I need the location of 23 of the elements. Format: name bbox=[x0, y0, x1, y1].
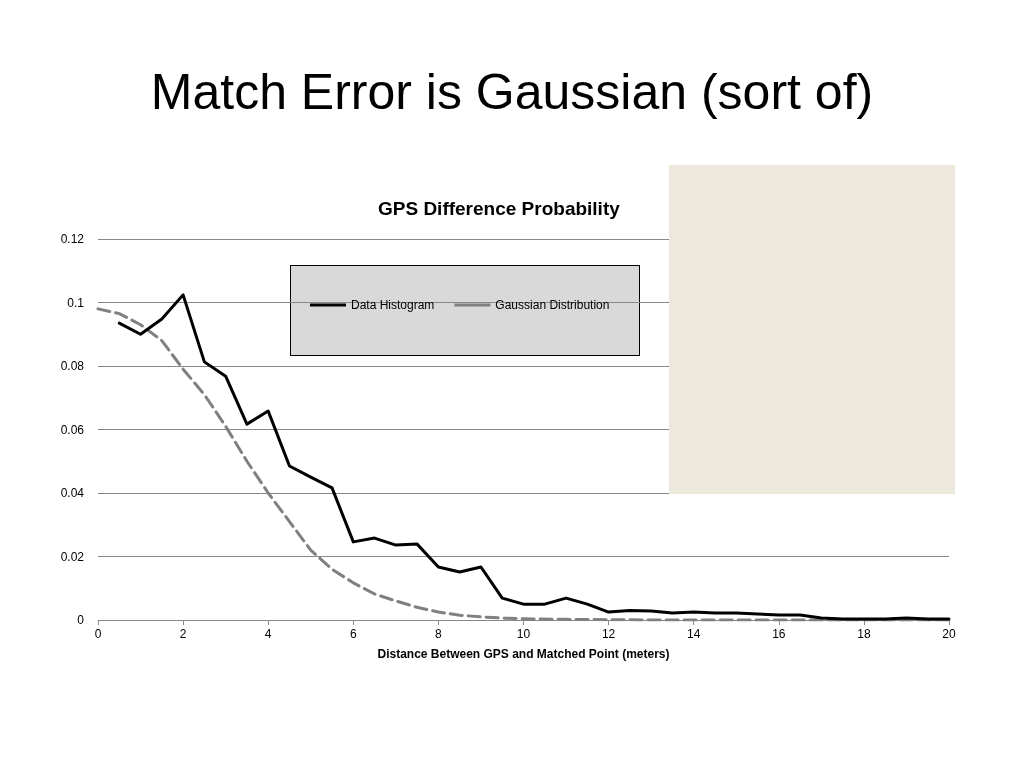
x-tick-label: 8 bbox=[435, 627, 443, 641]
x-tick-label: 12 bbox=[601, 627, 616, 641]
y-tick-label: 0.06 bbox=[60, 422, 85, 437]
x-tick-label: 4 bbox=[264, 627, 272, 641]
y-tick-label: 0.04 bbox=[60, 486, 85, 500]
x-tick-label: 18 bbox=[857, 627, 871, 641]
x-axis-title: Distance Between GPS and Matched Point (meters) bbox=[377, 647, 670, 661]
legend-label: Data Histogram bbox=[351, 298, 435, 312]
x-tick-label: 2 bbox=[179, 627, 187, 641]
y-tick-label: 0 bbox=[77, 613, 85, 627]
y-tick-label: 0.12 bbox=[60, 232, 85, 246]
legend-label: Gaussian Distribution bbox=[495, 298, 610, 312]
y-tick-label: 0.1 bbox=[67, 295, 85, 310]
chart-subtitle: GPS Difference Probability bbox=[378, 198, 621, 219]
x-tick-label: 14 bbox=[687, 627, 701, 641]
x-tick-label: 0 bbox=[94, 627, 102, 641]
y-tick-label: 0.08 bbox=[60, 359, 85, 373]
x-tick-label: 20 bbox=[942, 627, 956, 641]
x-tick-label: 10 bbox=[516, 627, 531, 641]
x-tick-label: 16 bbox=[772, 627, 786, 641]
y-tick-label: 0.02 bbox=[60, 549, 85, 564]
chart-title: Match Error is Gaussian (sort of) bbox=[150, 64, 874, 120]
x-tick-label: 6 bbox=[349, 627, 357, 641]
